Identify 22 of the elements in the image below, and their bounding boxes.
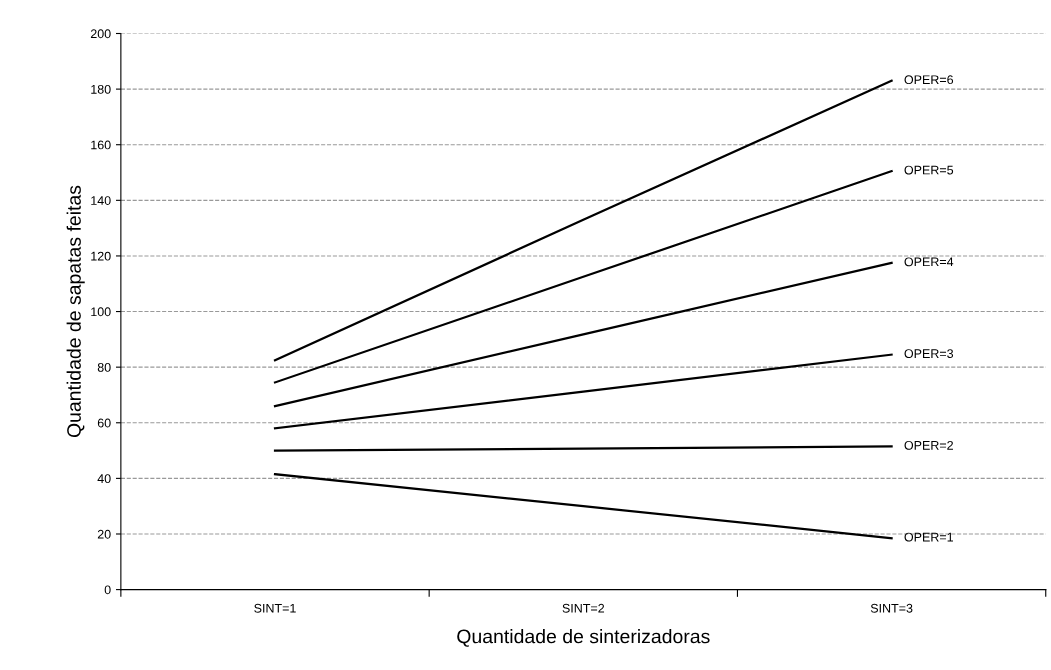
y-tick-label: 0: [104, 585, 111, 595]
x-tick-label: SINT=1: [254, 603, 296, 613]
y-tick-label: 80: [97, 362, 111, 372]
series-label: OPER=3: [904, 349, 954, 358]
series-label: OPER=4: [904, 257, 954, 267]
y-tick-label: 200: [90, 29, 111, 39]
y-tick-label: 140: [91, 196, 111, 205]
y-tick-label: 180: [91, 84, 111, 94]
y-tick-label: 60: [97, 418, 111, 428]
y-tick-label: 20: [97, 529, 111, 539]
series-label: OPER=6: [904, 75, 954, 85]
y-tick-label: 160: [91, 140, 111, 150]
y-tick-label: 100: [91, 307, 111, 317]
y-axis-title: Quantidade de sapatas feitas: [66, 185, 85, 438]
x-tick-label: SINT=2: [562, 603, 605, 613]
x-axis-title: Quantidade de sinterizadoras: [457, 629, 710, 647]
y-tick-label: 120: [91, 251, 111, 261]
x-tick-label: SINT=3: [870, 603, 913, 613]
series-label: OPER=5: [904, 165, 954, 175]
y-tick-label: 40: [97, 474, 111, 484]
series-label: OPER=1: [904, 532, 953, 542]
series-label: OPER=2: [904, 440, 953, 450]
